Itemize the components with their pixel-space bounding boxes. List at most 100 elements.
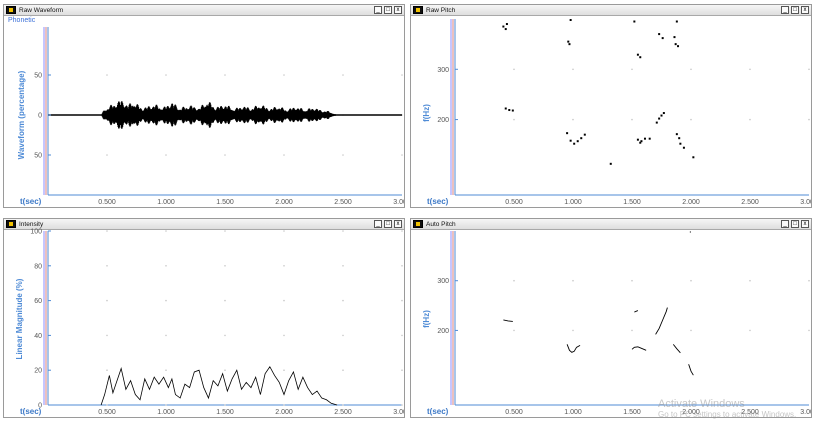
grid-dot (401, 404, 403, 406)
raw-waveform-titlebar[interactable]: Raw Waveform _ □ x (4, 5, 404, 16)
pitch-point (660, 114, 663, 117)
grid-dot (283, 369, 285, 371)
raw-pitch-plot[interactable]: f(Hz) t(sec) 0.500 1.000 1.500 2.000 2.500 3.… (411, 5, 812, 208)
minimize-icon[interactable]: _ (374, 220, 382, 228)
y-tick-label: 300 (437, 278, 449, 285)
grid-dot (106, 299, 108, 302)
pitch-point (682, 146, 685, 149)
pitch-point (580, 137, 583, 140)
grid-dot (631, 118, 633, 121)
grid-dot (165, 74, 167, 76)
y-tick-label: 0 (38, 403, 42, 410)
pitch-point (566, 132, 569, 135)
grid-dot (165, 334, 167, 337)
grid-dot (513, 329, 515, 332)
pitch-point (662, 112, 665, 115)
waveform-plot[interactable]: Waveform (percentage) t(sec) 0.500 1.000 1… (4, 5, 405, 208)
pitch-point (640, 140, 643, 143)
intensity-line (100, 365, 338, 406)
pitch-point (505, 23, 508, 26)
y-tick-label: 40 (34, 333, 42, 340)
grid-dot (165, 369, 167, 371)
y-tick-label: 100 (30, 229, 42, 236)
pitch-point (674, 43, 677, 46)
grid-dot (690, 118, 692, 121)
grid-dot (631, 279, 633, 282)
auto-pitch-segment (503, 319, 513, 322)
pitch-point (658, 33, 661, 36)
grid-dot (401, 74, 403, 76)
intensity-plot[interactable]: Linear Magnitude (%) t(sec) 0.500 1.000 1.… (4, 219, 405, 418)
grid-dot (106, 334, 108, 337)
x-tick-label: 3.000 (800, 409, 812, 416)
grid-dot (224, 299, 226, 302)
pitch-point (675, 20, 678, 23)
grid-dot (342, 369, 344, 371)
x-tick-label: 0.500 (98, 409, 116, 416)
auto-pitch-plot[interactable]: f(Hz) t(sec) 0.500 1.000 1.500 2.000 2.500 3.… (411, 219, 812, 418)
close-icon[interactable]: x (801, 6, 809, 14)
grid-dot (283, 230, 285, 232)
pitch-point (508, 109, 511, 112)
close-icon[interactable]: x (801, 220, 809, 228)
grid-dot (401, 369, 403, 371)
raw-pitch-window[interactable]: Raw Pitch _ □ x f(Hz) t(sec) 0.500 1.000 1… (410, 4, 812, 208)
pitch-point (678, 137, 681, 140)
close-icon[interactable]: x (394, 6, 402, 14)
auto-pitch-window[interactable]: Auto Pitch _ □ x f(Hz) t(sec) 0.500 1.000… (410, 218, 812, 418)
close-icon[interactable]: x (394, 220, 402, 228)
x-tick-label: 1.000 (157, 199, 175, 206)
restore-icon[interactable]: □ (791, 220, 799, 228)
grid-dot (283, 154, 285, 156)
x-tick-label: 3.000 (393, 409, 405, 416)
app-icon (413, 6, 423, 14)
pitch-point (504, 107, 507, 110)
x-axis-unit: t(sec) (427, 197, 449, 206)
pitch-point (568, 43, 571, 46)
minimize-icon[interactable]: _ (781, 6, 789, 14)
restore-icon[interactable]: □ (384, 6, 392, 14)
grid-dot (401, 154, 403, 156)
grid-dot (106, 404, 108, 406)
pitch-point (573, 142, 576, 145)
grid-dot (513, 68, 515, 71)
grid-dot (224, 404, 226, 406)
grid-dot (513, 118, 515, 121)
x-tick-label: 1.000 (157, 409, 175, 416)
phonetic-label[interactable]: Phonetic (8, 17, 36, 24)
grid-dot (165, 265, 167, 267)
intensity-window[interactable]: Intensity _ □ x Linear Magnitude (%) t(s… (3, 218, 405, 418)
pitch-point (502, 25, 505, 28)
grid-dot (342, 334, 344, 337)
grid-dot (283, 74, 285, 76)
grid-dot (224, 265, 226, 267)
minimize-icon[interactable]: _ (781, 220, 789, 228)
x-tick-label: 2.500 (334, 199, 352, 206)
x-tick-label: 2.500 (741, 409, 759, 416)
grid-dot (224, 154, 226, 156)
grid-dot (106, 230, 108, 232)
auto-pitch-segment (631, 346, 647, 351)
restore-icon[interactable]: □ (384, 220, 392, 228)
x-axis-unit: t(sec) (427, 407, 449, 416)
x-tick-label: 1.500 (623, 409, 641, 416)
pitch-point (639, 141, 642, 144)
raw-pitch-titlebar[interactable]: Raw Pitch _ □ x (411, 5, 811, 16)
restore-icon[interactable]: □ (791, 6, 799, 14)
grid-dot (749, 329, 751, 332)
pitch-point (569, 139, 572, 142)
pitch-point (576, 140, 579, 143)
raw-waveform-window[interactable]: Raw Waveform _ □ x Phonetic Waveform (pe… (3, 4, 405, 208)
grid-dot (224, 369, 226, 371)
minimize-icon[interactable]: _ (374, 6, 382, 14)
grid-dot (808, 329, 810, 332)
grid-dot (808, 68, 810, 71)
grid-dot (224, 74, 226, 76)
auto-pitch-titlebar[interactable]: Auto Pitch _ □ x (411, 219, 811, 230)
pitch-point (511, 109, 514, 112)
grid-dot (572, 329, 574, 332)
y-axis-label: Waveform (percentage) (17, 70, 26, 159)
x-axis-unit: t(sec) (20, 407, 42, 416)
intensity-titlebar[interactable]: Intensity _ □ x (4, 219, 404, 230)
x-tick-label: 2.000 (275, 199, 293, 206)
